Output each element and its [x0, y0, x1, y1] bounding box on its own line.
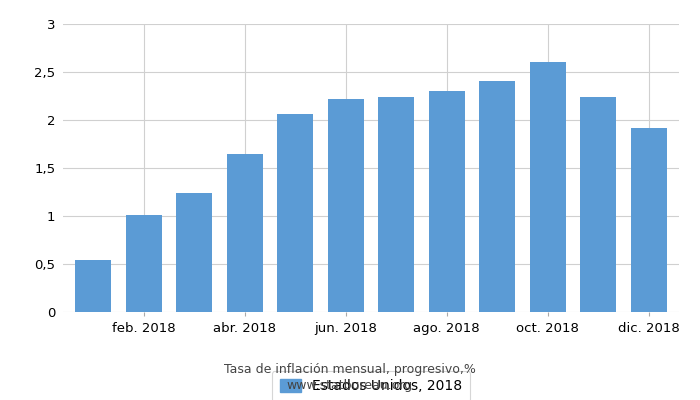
Bar [428, 91, 465, 312]
Bar [75, 260, 111, 312]
Bar [176, 193, 213, 312]
Legend: Estados Unidos, 2018: Estados Unidos, 2018 [272, 371, 470, 400]
Bar [227, 154, 263, 312]
Bar [631, 128, 667, 312]
Bar [277, 114, 314, 312]
Bar [378, 97, 414, 312]
Text: Tasa de inflación mensual, progresivo,%: Tasa de inflación mensual, progresivo,% [224, 364, 476, 376]
Text: www.statbureau.org: www.statbureau.org [287, 380, 413, 392]
Bar [580, 97, 617, 312]
Bar [529, 62, 566, 312]
Bar [125, 215, 162, 312]
Bar [328, 99, 364, 312]
Bar [479, 81, 515, 312]
